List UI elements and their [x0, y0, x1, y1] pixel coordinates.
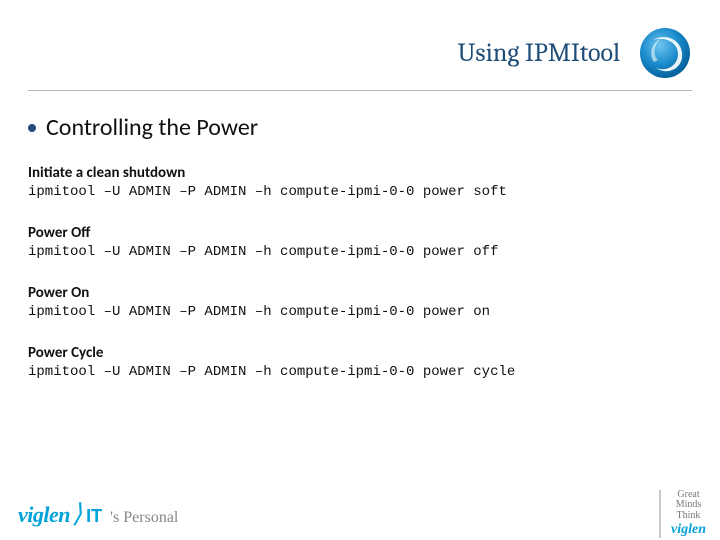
horizontal-rule — [28, 90, 692, 91]
section-shutdown: Initiate a clean shutdown ipmitool –U AD… — [28, 164, 692, 200]
section-power-on: Power On ipmitool –U ADMIN –P ADMIN –h c… — [28, 284, 692, 320]
slide: Using IPMItool Controlling the Power Ini… — [0, 0, 720, 540]
swirl-logo-icon — [638, 26, 692, 80]
command-text: ipmitool –U ADMIN –P ADMIN –h compute-ip… — [28, 244, 692, 260]
command-text: ipmitool –U ADMIN –P ADMIN –h compute-ip… — [28, 184, 692, 200]
brand-tagline-text: 's Personal — [110, 509, 178, 527]
footer: viglen ⟩ IT 's Personal Great Minds Thin… — [0, 488, 720, 540]
section-power-off: Power Off ipmitool –U ADMIN –P ADMIN –h … — [28, 224, 692, 260]
heading-text: Controlling the Power — [46, 113, 258, 142]
footer-left: viglen ⟩ IT 's Personal — [18, 499, 178, 529]
command-text: ipmitool –U ADMIN –P ADMIN –h compute-ip… — [28, 304, 692, 320]
brand-small-text: viglen — [671, 523, 706, 538]
section-power-cycle: Power Cycle ipmitool –U ADMIN –P ADMIN –… — [28, 344, 692, 380]
brand-logo-text: viglen — [18, 502, 70, 528]
section-label: Power Off — [28, 224, 692, 242]
section-label: Power On — [28, 284, 692, 302]
command-text: ipmitool –U ADMIN –P ADMIN –h compute-ip… — [28, 364, 692, 380]
brand-slash-icon: ⟩ — [72, 499, 82, 529]
footer-right: Great Minds Think viglen — [659, 490, 710, 538]
section-label: Power Cycle — [28, 344, 692, 362]
heading: Controlling the Power — [28, 113, 692, 142]
title-row: Using IPMItool — [28, 26, 692, 80]
tagline-line3: Think — [677, 511, 701, 522]
brand-it-text: IT — [86, 506, 102, 527]
section-label: Initiate a clean shutdown — [28, 164, 692, 182]
slide-title: Using IPMItool — [458, 38, 620, 68]
bullet-icon — [28, 124, 36, 132]
